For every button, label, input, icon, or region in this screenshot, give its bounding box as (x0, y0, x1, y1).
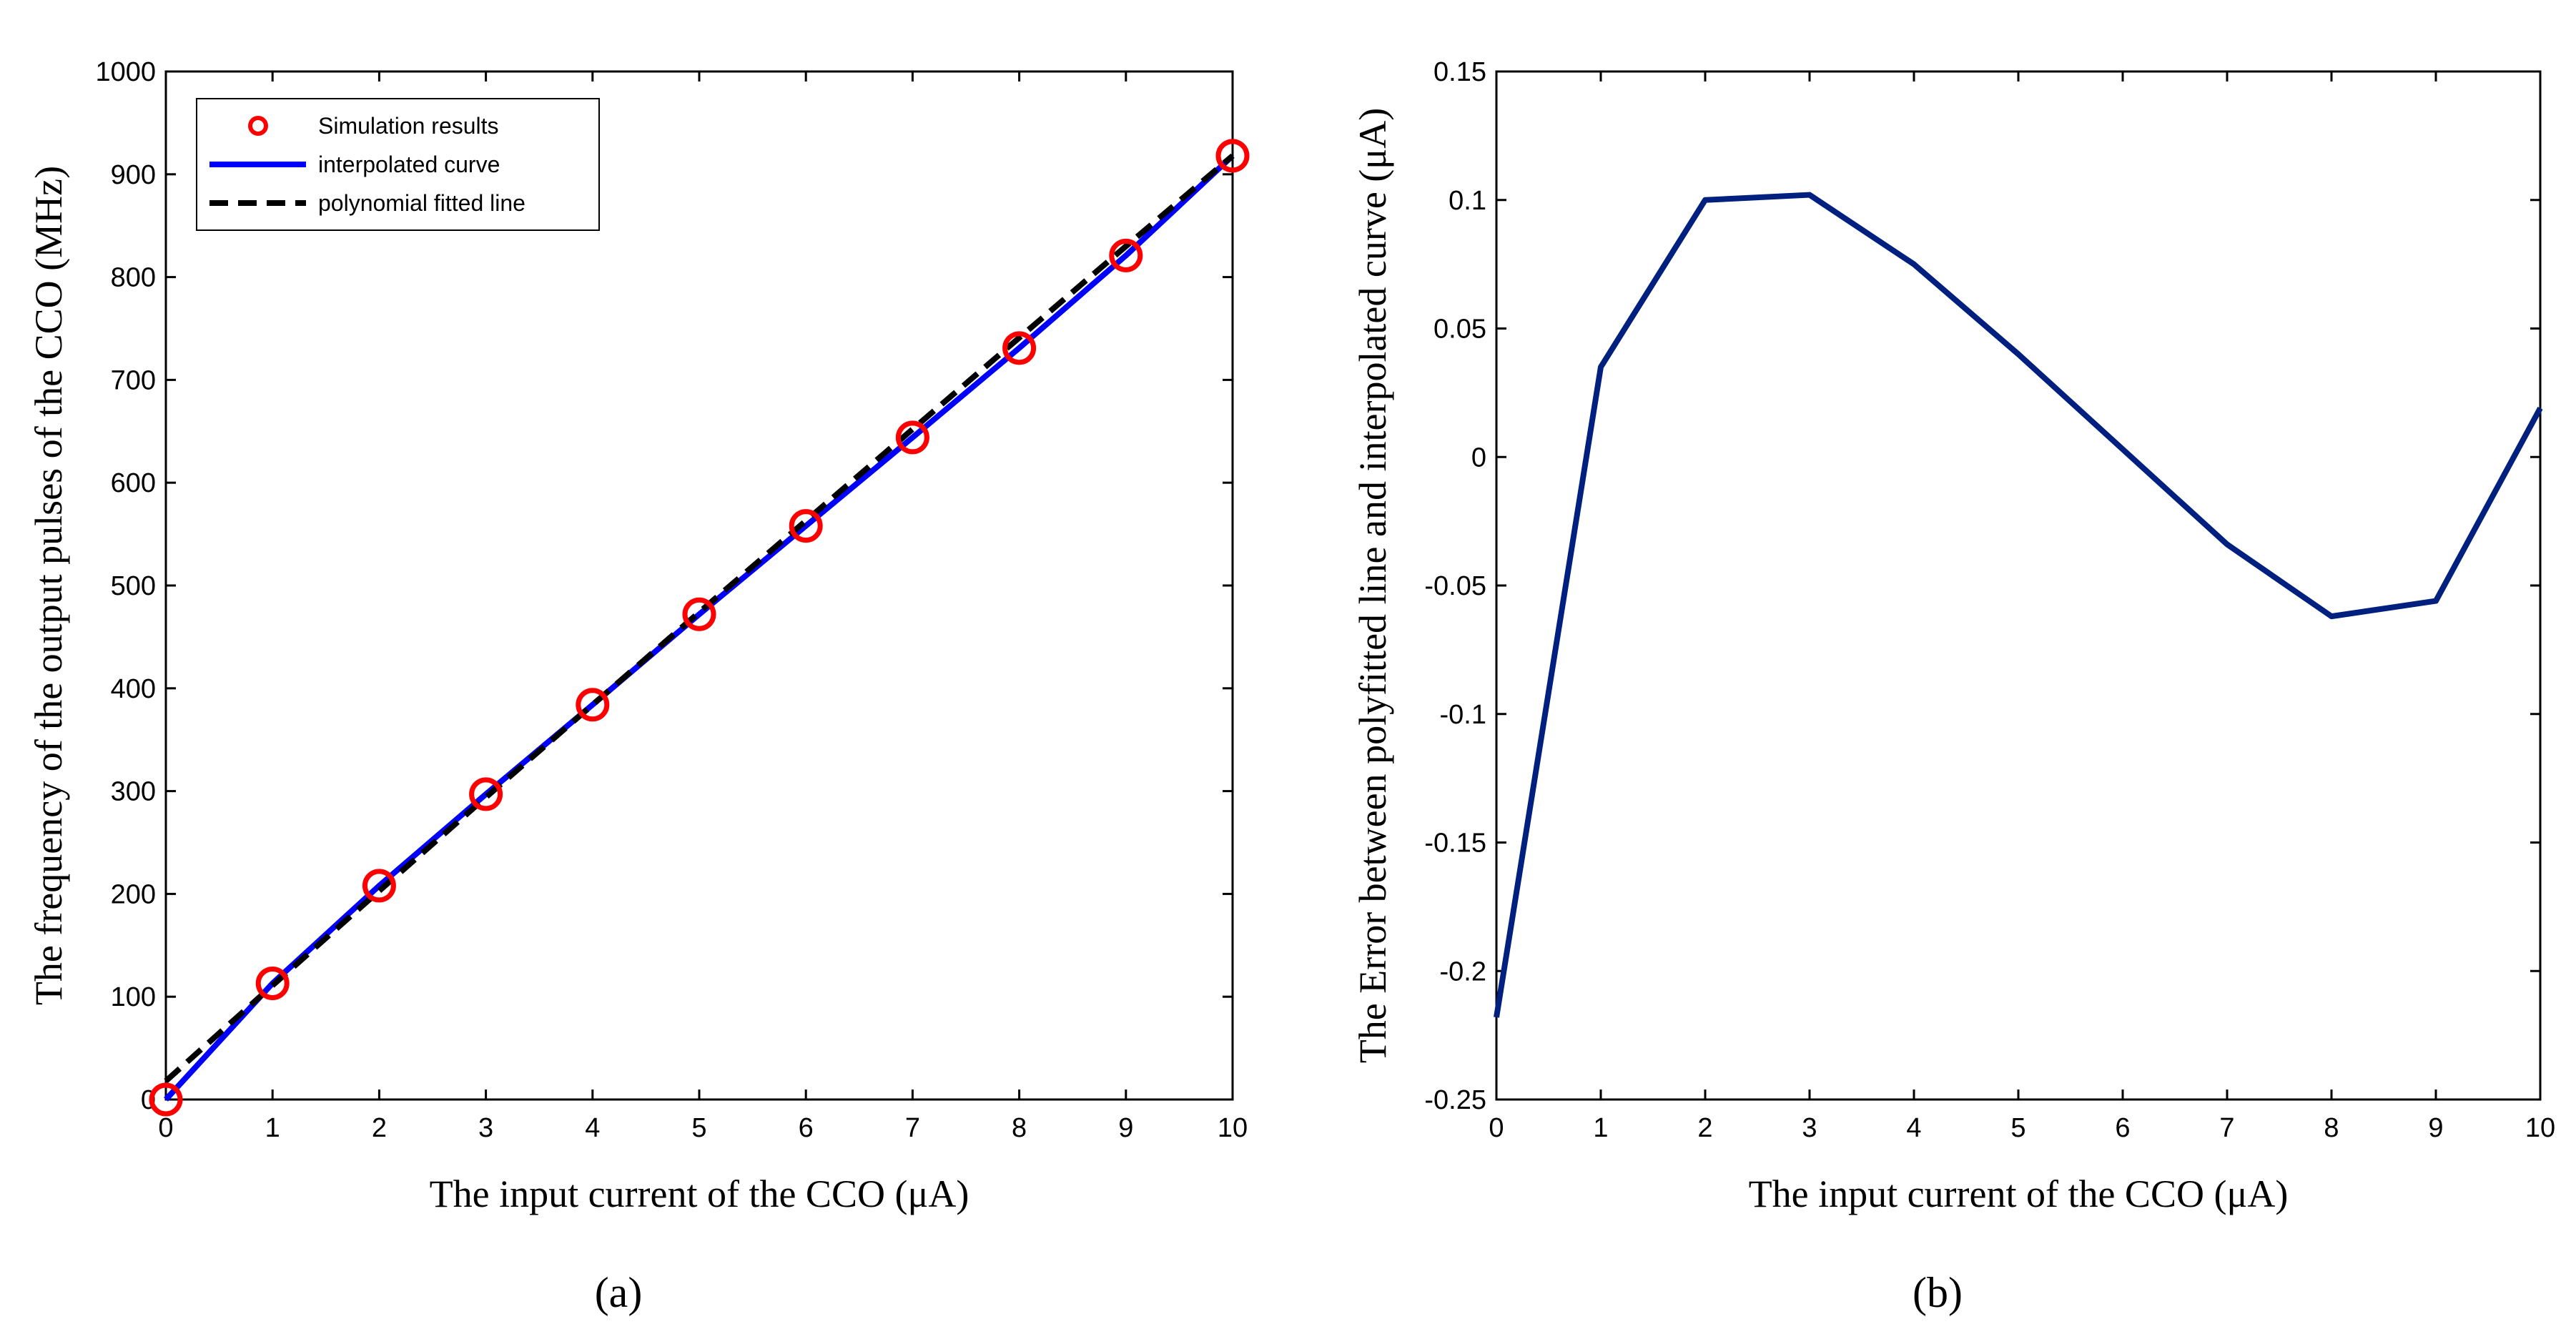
chart-b-x-tick-label: 10 (2525, 1113, 2555, 1143)
chart-a-x-tick-label: 2 (372, 1113, 387, 1143)
chart-a-y-tick-label: 700 (111, 365, 156, 395)
legend-label-simulation: Simulation results (318, 113, 499, 139)
chart-a-x-tick-label: 9 (1118, 1113, 1133, 1143)
chart-b-x-axis-label: The input current of the CCO (μA) (1749, 1172, 2289, 1215)
chart-a-point-simulation-results (1002, 331, 1037, 365)
chart-a-y-tick-label: 100 (111, 982, 156, 1012)
chart-a-y-tick-label: 1000 (95, 57, 156, 87)
chart-a-point-simulation-results (1109, 238, 1143, 272)
chart-a-y-tick-label: 900 (111, 160, 156, 190)
chart-a-point-simulation-results (469, 777, 503, 811)
chart-b-panel-label: (b) (1913, 1269, 1963, 1316)
chart-a-point-simulation-results (576, 688, 610, 722)
chart-a-point-simulation-results (1215, 139, 1250, 173)
chart-b-y-tick-label: 0.1 (1449, 186, 1486, 216)
chart-a-y-tick-label: 600 (111, 468, 156, 498)
chart-a-y-tick-label: 300 (111, 777, 156, 807)
chart-b-y-tick-label: -0.2 (1440, 957, 1486, 987)
chart-a-x-tick-label: 1 (265, 1113, 280, 1143)
chart-b-x-tick-label: 0 (1489, 1113, 1504, 1143)
chart-b-x-tick-label: 7 (2219, 1113, 2234, 1143)
chart-a-point-simulation-results (895, 420, 929, 455)
chart-a-x-tick-label: 4 (585, 1113, 600, 1143)
chart-a: 0 1 2 3 4 5 6 7 8 9 100100200300400500600700800900… (27, 57, 1250, 1316)
legend-marker-simulation (248, 116, 268, 136)
chart-b-x-tick-label: 9 (2428, 1113, 2443, 1143)
chart-b: 0 1 2 3 4 5 6 7 8 9 10 -0.25 -0.2 -0.15 -0.1 -0.05 0 0.05… (1351, 57, 2555, 1316)
chart-a-x-tick-label: 10 (1218, 1113, 1248, 1143)
chart-a-x-tick-label: 8 (1012, 1113, 1027, 1143)
legend-label-interpolated: interpolated curve (318, 152, 500, 177)
chart-b-y-tick-label: -0.05 (1424, 571, 1486, 601)
chart-b-x-tick-label: 4 (1906, 1113, 1921, 1143)
chart-b-y-tick-label: 0.05 (1433, 315, 1486, 345)
chart-b-y-tick-label: 0 (1471, 443, 1486, 473)
chart-a-y-tick-label: 400 (111, 674, 156, 704)
chart-a-x-tick-label: 3 (478, 1113, 493, 1143)
chart-b-x-tick-label: 3 (1802, 1113, 1817, 1143)
chart-b-plot-frame (1495, 70, 2542, 1101)
chart-b-x-tick-label: 8 (2324, 1113, 2339, 1143)
chart-a-point-simulation-results (149, 1082, 183, 1117)
chart-a-y-tick-label: 500 (111, 571, 156, 601)
legend-label-polynomial: polynomial fitted line (318, 190, 525, 216)
chart-a-x-axis-label: The input current of the CCO (μA) (430, 1172, 969, 1215)
chart-b-y-axis-label: The Error between polyfitted line and in… (1351, 108, 1394, 1063)
chart-a-y-tick-label: 800 (111, 263, 156, 293)
chart-a-point-simulation-results (789, 509, 823, 543)
chart-b-x-tick-label: 1 (1593, 1113, 1608, 1143)
chart-a-x-tick-label: 6 (799, 1113, 814, 1143)
chart-b-series-line-error (1494, 192, 2543, 1018)
chart-a-legend: Simulation results interpolated curve po… (196, 98, 600, 231)
chart-a-y-tick-label: 200 (111, 879, 156, 909)
chart-b-y-tick-label: -0.1 (1440, 700, 1486, 730)
chart-a-panel-label: (a) (595, 1269, 643, 1316)
chart-b-x-tick-label: 6 (2115, 1113, 2130, 1143)
chart-a-point-simulation-results (255, 967, 290, 1001)
chart-a-series-line-interpolated-curve (164, 153, 1235, 1102)
chart-b-x-tick-label: 5 (2010, 1113, 2025, 1143)
chart-a-y-axis-label: The frequency of the output pulses of th… (27, 166, 70, 1005)
chart-a-x-tick-label: 0 (158, 1113, 173, 1143)
chart-a-series-line-polynomial-fitted-line (164, 153, 1235, 1084)
chart-b-x-tick-label: 2 (1697, 1113, 1712, 1143)
chart-a-x-tick-label: 7 (905, 1113, 920, 1143)
chart-b-y-tick-label: -0.15 (1424, 829, 1486, 859)
chart-b-y-tick-label: -0.25 (1424, 1085, 1486, 1115)
chart-a-point-simulation-results (682, 597, 716, 631)
chart-a-x-tick-label: 5 (691, 1113, 706, 1143)
chart-a-point-simulation-results (362, 869, 396, 903)
chart-b-y-tick-label: 0.15 (1433, 57, 1486, 87)
